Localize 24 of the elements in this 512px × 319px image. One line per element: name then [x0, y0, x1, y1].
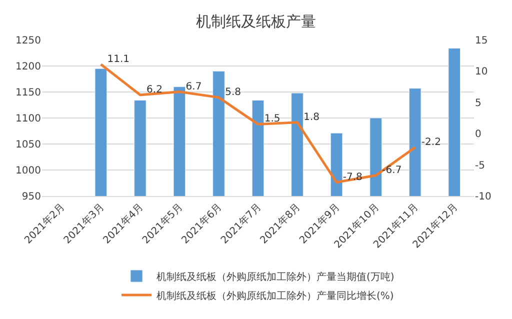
y-tick-label: 1200 — [16, 62, 41, 72]
y2-tick-label: 15 — [475, 36, 488, 46]
legend-label: 机制纸及纸板（外购原纸加工除外）产量同比增长(%) — [156, 290, 394, 302]
line-series — [100, 63, 416, 184]
data-label: -6.7 — [376, 164, 402, 176]
chart-title: 机制纸及纸板产量 — [196, 12, 316, 30]
y2-tick-label: -5 — [475, 160, 485, 172]
y2-tick-label: -10 — [475, 192, 492, 202]
legend-label: 机制纸及纸板（外购原纸加工除外）产量当期值(万吨) — [156, 270, 394, 283]
y-tick-label: 1250 — [16, 36, 41, 46]
y-tick-label: 1100 — [16, 114, 41, 124]
data-label: 5.8 — [218, 86, 241, 98]
y-tick-label: 1000 — [16, 166, 41, 176]
data-label: -2.2 — [415, 136, 441, 148]
y-tick-label: 1050 — [16, 140, 41, 150]
y2-tick-label: 5 — [475, 98, 482, 109]
y2-tick-label: 10 — [475, 66, 488, 78]
data-label: 11.1 — [100, 54, 130, 65]
y2-tick-label: 0 — [475, 129, 482, 140]
data-label: 6.7 — [179, 81, 202, 92]
data-label: 1.5 — [258, 114, 280, 125]
data-label: 1.8 — [297, 112, 320, 123]
y-tick-label: 950 — [22, 192, 41, 202]
y-tick-label: 1150 — [16, 88, 41, 98]
